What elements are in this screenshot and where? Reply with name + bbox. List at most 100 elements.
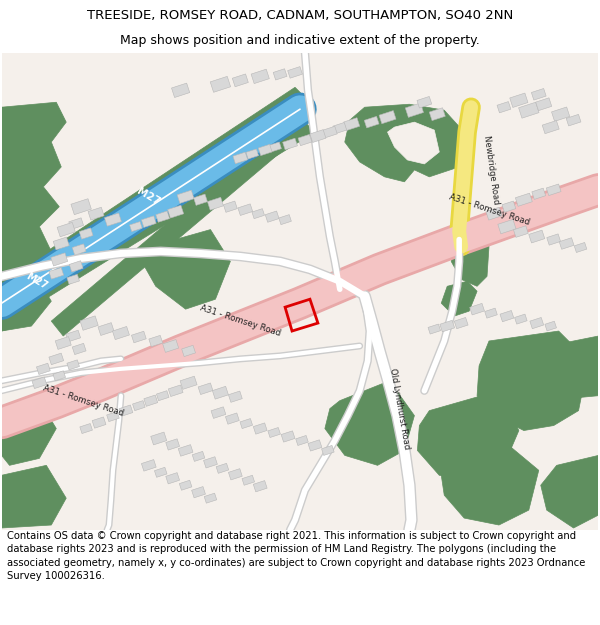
- Polygon shape: [69, 261, 83, 272]
- Polygon shape: [212, 386, 229, 399]
- Polygon shape: [532, 188, 545, 199]
- Polygon shape: [477, 331, 589, 431]
- Polygon shape: [268, 428, 280, 438]
- Polygon shape: [204, 493, 217, 503]
- Polygon shape: [119, 405, 133, 416]
- Polygon shape: [451, 227, 489, 286]
- Polygon shape: [574, 242, 587, 252]
- Text: A31 - Romsey Road: A31 - Romsey Road: [448, 192, 530, 227]
- Polygon shape: [2, 107, 41, 331]
- Polygon shape: [298, 134, 312, 146]
- Polygon shape: [66, 330, 80, 342]
- Polygon shape: [418, 391, 519, 480]
- Polygon shape: [2, 52, 598, 530]
- Text: M27: M27: [24, 271, 49, 291]
- Polygon shape: [203, 457, 217, 468]
- Polygon shape: [51, 253, 68, 266]
- Polygon shape: [172, 83, 190, 98]
- Polygon shape: [429, 107, 445, 121]
- Polygon shape: [547, 234, 560, 245]
- Polygon shape: [497, 102, 511, 113]
- Polygon shape: [229, 469, 242, 480]
- Polygon shape: [80, 424, 92, 434]
- Polygon shape: [49, 353, 64, 364]
- Polygon shape: [156, 211, 170, 222]
- Polygon shape: [192, 451, 205, 461]
- Polygon shape: [364, 116, 379, 128]
- Polygon shape: [417, 96, 432, 108]
- Polygon shape: [142, 459, 156, 471]
- Text: M27: M27: [136, 186, 162, 208]
- Polygon shape: [344, 118, 360, 131]
- Polygon shape: [104, 213, 121, 226]
- Polygon shape: [441, 446, 539, 525]
- Polygon shape: [500, 311, 514, 322]
- Polygon shape: [149, 336, 163, 347]
- Polygon shape: [269, 142, 281, 152]
- Polygon shape: [166, 472, 179, 484]
- Polygon shape: [325, 381, 415, 466]
- Polygon shape: [502, 201, 516, 212]
- Polygon shape: [258, 144, 272, 156]
- Text: A31 - Romsey Road: A31 - Romsey Road: [199, 304, 282, 338]
- Polygon shape: [144, 395, 158, 406]
- Polygon shape: [166, 439, 179, 450]
- Polygon shape: [532, 89, 546, 100]
- Polygon shape: [208, 198, 223, 210]
- Polygon shape: [273, 69, 287, 80]
- Polygon shape: [498, 219, 516, 234]
- Polygon shape: [216, 463, 229, 473]
- Text: Newbridge Road: Newbridge Road: [482, 135, 500, 205]
- Polygon shape: [232, 74, 248, 87]
- Polygon shape: [2, 117, 23, 331]
- Polygon shape: [180, 376, 197, 389]
- Polygon shape: [32, 377, 47, 389]
- Polygon shape: [67, 274, 79, 284]
- Polygon shape: [2, 117, 315, 326]
- Polygon shape: [510, 93, 528, 108]
- Polygon shape: [283, 138, 298, 150]
- Polygon shape: [71, 199, 91, 214]
- Polygon shape: [322, 126, 337, 138]
- Polygon shape: [485, 308, 497, 318]
- Polygon shape: [223, 201, 237, 212]
- Polygon shape: [345, 104, 464, 182]
- Polygon shape: [310, 129, 326, 142]
- Polygon shape: [388, 122, 439, 164]
- Polygon shape: [379, 111, 396, 124]
- Polygon shape: [98, 322, 114, 336]
- Polygon shape: [198, 383, 213, 394]
- Polygon shape: [49, 268, 64, 279]
- Polygon shape: [55, 337, 71, 349]
- Polygon shape: [182, 345, 196, 357]
- Polygon shape: [253, 423, 267, 434]
- Polygon shape: [251, 69, 269, 84]
- Polygon shape: [52, 127, 295, 336]
- Polygon shape: [57, 222, 76, 237]
- Text: Old Lyndhurst Road: Old Lyndhurst Road: [388, 368, 411, 450]
- Polygon shape: [157, 391, 169, 401]
- Polygon shape: [69, 218, 83, 229]
- Polygon shape: [470, 303, 484, 315]
- Text: A31 - Romsey Road: A31 - Romsey Road: [42, 383, 125, 418]
- Polygon shape: [80, 316, 98, 330]
- Polygon shape: [240, 419, 253, 429]
- Polygon shape: [151, 432, 167, 445]
- Polygon shape: [143, 229, 230, 309]
- Polygon shape: [107, 412, 119, 422]
- Text: Contains OS data © Crown copyright and database right 2021. This information is : Contains OS data © Crown copyright and d…: [7, 531, 586, 581]
- Polygon shape: [544, 336, 598, 399]
- Polygon shape: [454, 318, 468, 329]
- Polygon shape: [2, 102, 66, 331]
- Polygon shape: [37, 363, 50, 374]
- Polygon shape: [551, 107, 570, 121]
- Polygon shape: [154, 468, 167, 478]
- Polygon shape: [2, 396, 56, 466]
- Polygon shape: [53, 371, 65, 381]
- Polygon shape: [566, 114, 581, 126]
- Polygon shape: [72, 244, 86, 255]
- Polygon shape: [428, 324, 440, 334]
- Polygon shape: [229, 391, 242, 402]
- Polygon shape: [53, 237, 69, 250]
- Polygon shape: [515, 193, 532, 206]
